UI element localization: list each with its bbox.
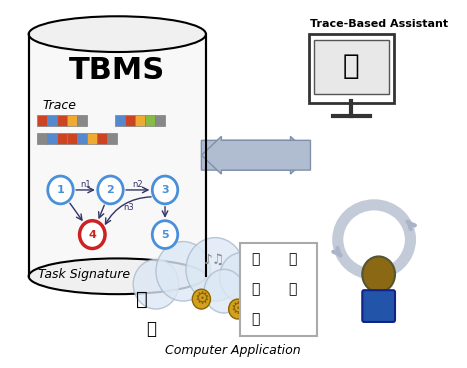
FancyBboxPatch shape	[309, 34, 394, 103]
Text: Task Signature: Task Signature	[38, 268, 130, 281]
Circle shape	[362, 256, 395, 292]
FancyBboxPatch shape	[87, 133, 97, 144]
FancyBboxPatch shape	[114, 115, 125, 126]
Text: 👤: 👤	[136, 290, 148, 309]
Text: 🖥: 🖥	[343, 52, 360, 80]
Circle shape	[265, 294, 283, 314]
FancyBboxPatch shape	[107, 133, 117, 144]
Ellipse shape	[28, 258, 206, 294]
FancyBboxPatch shape	[97, 133, 107, 144]
FancyBboxPatch shape	[155, 115, 164, 126]
Text: 📊: 📊	[288, 252, 297, 266]
Text: 3: 3	[161, 185, 169, 195]
FancyBboxPatch shape	[134, 115, 145, 126]
FancyBboxPatch shape	[28, 34, 206, 276]
Ellipse shape	[28, 16, 206, 52]
Text: n1: n1	[80, 180, 91, 190]
Circle shape	[98, 176, 123, 204]
Text: 🌐: 🌐	[252, 252, 260, 266]
FancyBboxPatch shape	[241, 243, 317, 336]
FancyBboxPatch shape	[145, 115, 155, 126]
FancyBboxPatch shape	[47, 115, 57, 126]
Circle shape	[229, 299, 247, 319]
Circle shape	[219, 252, 265, 302]
FancyBboxPatch shape	[37, 133, 47, 144]
FancyBboxPatch shape	[57, 133, 67, 144]
Circle shape	[156, 241, 211, 301]
Text: 🎵: 🎵	[288, 282, 297, 296]
Text: 4: 4	[88, 230, 96, 240]
Circle shape	[133, 259, 179, 309]
FancyBboxPatch shape	[314, 40, 389, 94]
FancyArrow shape	[201, 137, 311, 174]
Circle shape	[204, 269, 244, 313]
Text: ♪♫: ♪♫	[205, 252, 226, 266]
Text: Trace-Based Assistant: Trace-Based Assistant	[311, 19, 449, 29]
FancyBboxPatch shape	[67, 133, 78, 144]
Text: 🎥: 🎥	[252, 312, 260, 326]
Circle shape	[152, 176, 178, 204]
Circle shape	[48, 176, 73, 204]
Text: n2: n2	[133, 180, 143, 190]
FancyBboxPatch shape	[125, 115, 134, 126]
FancyArrow shape	[201, 137, 311, 174]
Circle shape	[152, 221, 178, 248]
Text: Trace: Trace	[42, 99, 76, 112]
FancyBboxPatch shape	[78, 133, 87, 144]
Text: ⚙: ⚙	[267, 295, 282, 313]
FancyBboxPatch shape	[57, 115, 67, 126]
Text: 2: 2	[106, 185, 114, 195]
Text: Computer Application: Computer Application	[165, 344, 301, 357]
Text: TBMS: TBMS	[69, 56, 165, 85]
Text: ⚙: ⚙	[194, 290, 209, 308]
FancyBboxPatch shape	[37, 115, 47, 126]
FancyBboxPatch shape	[362, 290, 395, 322]
Text: 5: 5	[161, 230, 169, 240]
Text: 1: 1	[57, 185, 64, 195]
FancyBboxPatch shape	[67, 115, 78, 126]
FancyBboxPatch shape	[78, 115, 87, 126]
Text: 🎬: 🎬	[252, 282, 260, 296]
Circle shape	[186, 238, 244, 301]
Text: ⚙: ⚙	[230, 300, 245, 318]
Polygon shape	[28, 34, 206, 276]
FancyBboxPatch shape	[47, 133, 57, 144]
Circle shape	[192, 289, 211, 309]
Text: n3: n3	[123, 203, 134, 212]
Text: 👤: 👤	[146, 320, 156, 338]
Circle shape	[79, 221, 105, 248]
